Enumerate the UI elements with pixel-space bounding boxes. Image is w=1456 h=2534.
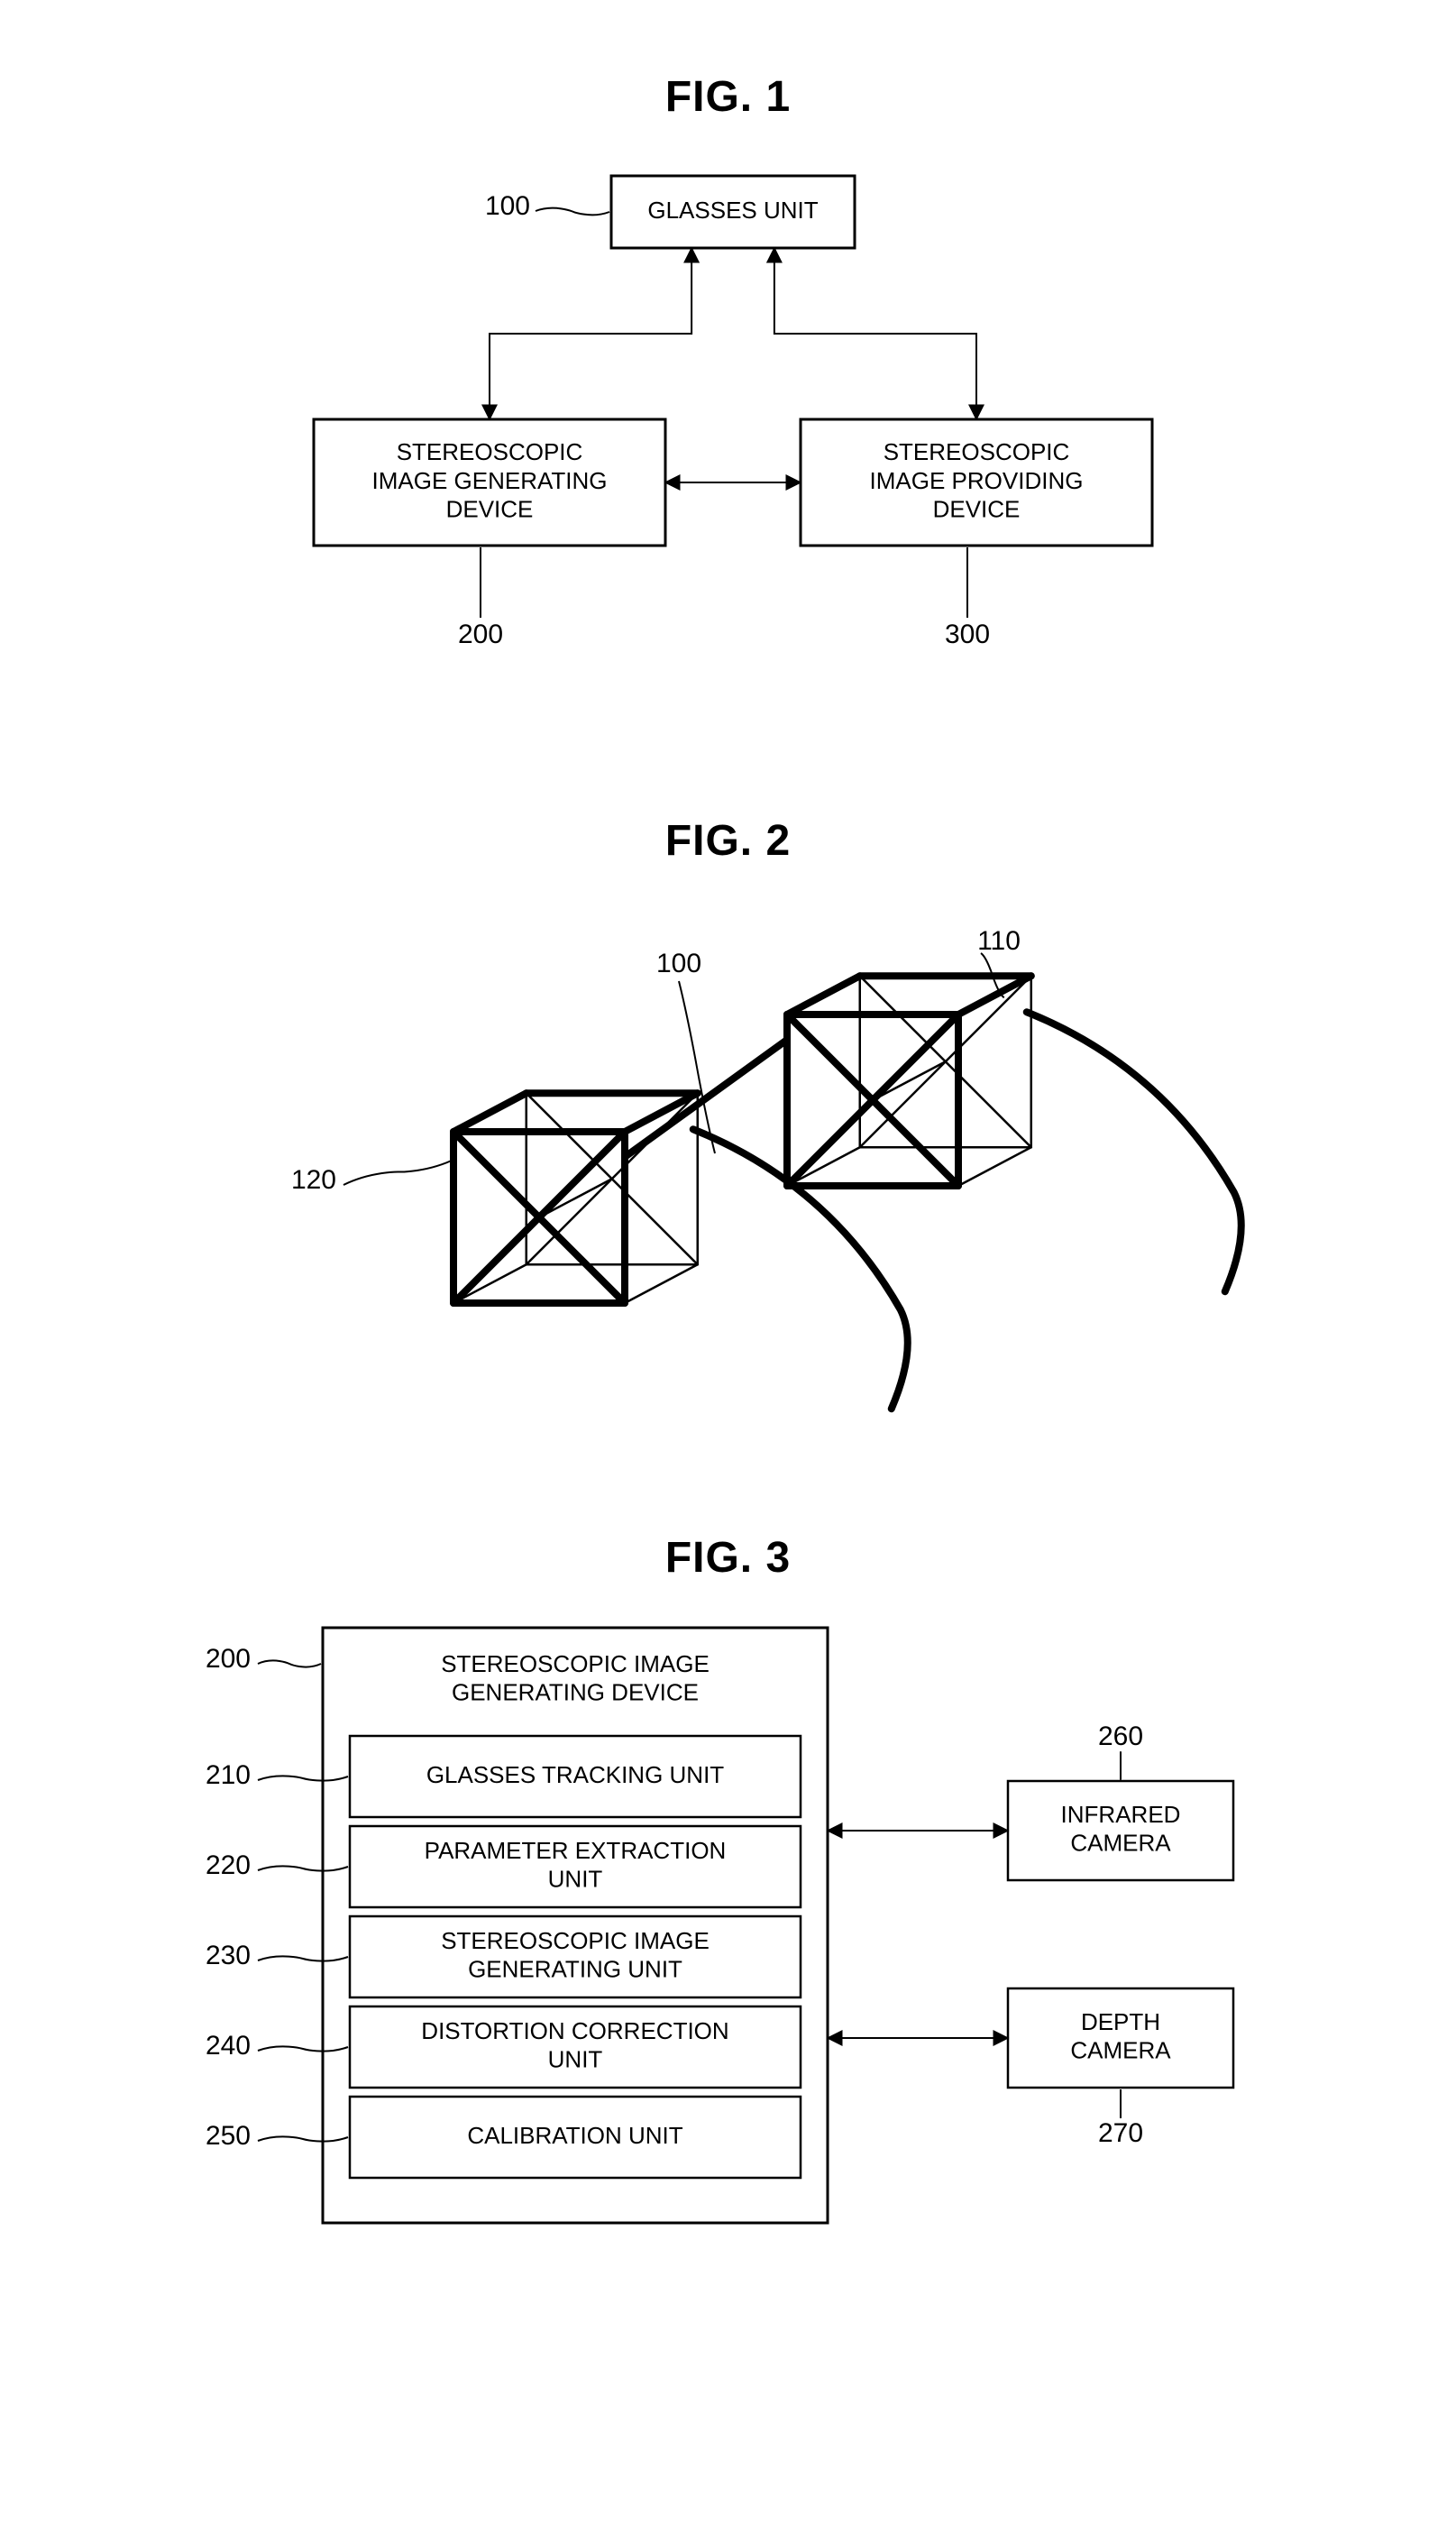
svg-text:230: 230 [205, 1941, 250, 1970]
svg-text:CALIBRATION UNIT: CALIBRATION UNIT [467, 2122, 682, 2149]
svg-text:100: 100 [655, 949, 701, 978]
svg-text:210: 210 [205, 1760, 250, 1790]
svg-text:DISTORTION CORRECTION: DISTORTION CORRECTION [421, 2017, 728, 2044]
svg-text:UNIT: UNIT [547, 1866, 602, 1893]
fig3-title: FIG. 3 [665, 1533, 791, 1583]
fig2-diagram: 100 110 120 [188, 893, 1269, 1452]
svg-text:120: 120 [290, 1165, 335, 1195]
svg-text:STEREOSCOPIC IMAGE: STEREOSCOPIC IMAGE [441, 1650, 710, 1677]
svg-text:220: 220 [205, 1850, 250, 1880]
figure-3: FIG. 3 STEREOSCOPIC IMAGEGENERATING DEVI… [142, 1533, 1314, 2259]
svg-text:200: 200 [205, 1644, 250, 1674]
fig1-diagram: GLASSES UNITSTEREOSCOPICIMAGE GENERATING… [233, 149, 1224, 735]
svg-text:DEVICE: DEVICE [932, 496, 1020, 523]
svg-text:STEREOSCOPIC IMAGE: STEREOSCOPIC IMAGE [441, 1927, 710, 1954]
svg-text:GENERATING UNIT: GENERATING UNIT [468, 1956, 682, 1983]
svg-text:CAMERA: CAMERA [1070, 2037, 1171, 2064]
svg-text:GLASSES TRACKING UNIT: GLASSES TRACKING UNIT [426, 1761, 723, 1788]
svg-text:UNIT: UNIT [547, 2046, 602, 2073]
figure-1: FIG. 1 GLASSES UNITSTEREOSCOPICIMAGE GEN… [233, 72, 1224, 735]
svg-text:200: 200 [457, 620, 502, 649]
svg-text:IMAGE PROVIDING: IMAGE PROVIDING [869, 467, 1083, 494]
svg-text:STEREOSCOPIC: STEREOSCOPIC [883, 438, 1069, 465]
fig1-title: FIG. 1 [665, 72, 791, 122]
svg-text:260: 260 [1097, 1721, 1142, 1751]
svg-text:300: 300 [944, 620, 989, 649]
fig3-diagram: STEREOSCOPIC IMAGEGENERATING DEVICEGLASS… [142, 1610, 1314, 2259]
svg-text:250: 250 [205, 2121, 250, 2151]
svg-text:PARAMETER EXTRACTION: PARAMETER EXTRACTION [424, 1837, 726, 1864]
fig2-title: FIG. 2 [665, 816, 791, 866]
figure-2: FIG. 2 100 110 120 [188, 816, 1269, 1452]
svg-text:DEPTH: DEPTH [1080, 2008, 1159, 2035]
svg-text:GLASSES UNIT: GLASSES UNIT [647, 197, 818, 224]
svg-text:DEVICE: DEVICE [445, 496, 533, 523]
svg-text:INFRARED: INFRARED [1060, 1801, 1180, 1828]
svg-text:IMAGE GENERATING: IMAGE GENERATING [371, 467, 607, 494]
svg-text:GENERATING DEVICE: GENERATING DEVICE [451, 1679, 698, 1706]
svg-text:240: 240 [205, 2031, 250, 2061]
svg-text:STEREOSCOPIC: STEREOSCOPIC [396, 438, 582, 465]
svg-text:CAMERA: CAMERA [1070, 1830, 1171, 1857]
svg-text:110: 110 [977, 926, 1021, 956]
svg-text:100: 100 [484, 191, 529, 221]
svg-text:270: 270 [1097, 2118, 1142, 2148]
